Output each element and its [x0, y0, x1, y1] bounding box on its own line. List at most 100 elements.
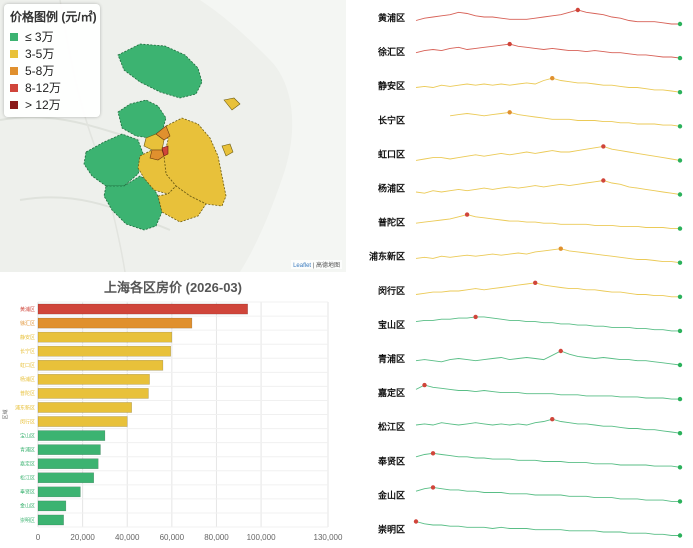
- y-tick-label: 奉贤区: [20, 489, 35, 496]
- bar: [37, 374, 150, 385]
- sparkline-peak-point: [533, 280, 538, 285]
- district-huangpu[interactable]: [161, 145, 169, 157]
- district-jingan[interactable]: [155, 125, 171, 141]
- district-price-map[interactable]: 价格图例 (元/㎡) ≤ 3万 3-5万 5-8万 8-12万 > 12万 Leafle…: [0, 0, 346, 272]
- legend-item: 5-8万: [10, 62, 94, 79]
- legend-item: ≤ 3万: [10, 28, 94, 45]
- sparklines-canvas: 黄浦区徐汇区静安区长宁区虹口区杨浦区普陀区浦东新区闵行区宝山区青浦区嘉定区松江区…: [369, 7, 683, 538]
- legend-swatch: [10, 49, 18, 58]
- district-island[interactable]: [221, 143, 234, 157]
- sparkline-label: 浦东新区: [369, 251, 405, 262]
- sparkline-end-point: [677, 328, 683, 334]
- sparkline-path: [415, 145, 681, 161]
- sparkline-end-point: [677, 260, 683, 265]
- sparkline-label: 黄浦区: [378, 12, 405, 23]
- sparkline-path: [415, 316, 680, 332]
- legend-label: 8-12万: [25, 81, 62, 95]
- sparkline-label: 普陀区: [378, 217, 405, 228]
- y-tick-label: 闵行区: [20, 418, 35, 425]
- sparkline-peak-point: [558, 246, 563, 251]
- sparkline-end-point: [677, 533, 683, 538]
- legend-items: ≤ 3万 3-5万 5-8万 8-12万 > 12万: [10, 28, 94, 113]
- legend-swatch: [10, 66, 18, 75]
- district-qingpu[interactable]: [83, 133, 145, 187]
- sparkline-end-point: [677, 362, 683, 368]
- bar: [37, 472, 95, 484]
- sparkline-path: [415, 486, 680, 502]
- bar: [37, 514, 64, 526]
- district-chongming[interactable]: [117, 43, 203, 99]
- sparkline-path: [415, 418, 681, 434]
- map-attribution: Leaflet | 高德地图: [291, 260, 342, 269]
- sparkline-peak-point: [430, 485, 436, 490]
- sparkline-peak-point: [413, 519, 419, 524]
- sparkline-label: 嘉定区: [377, 387, 405, 398]
- sparkline-end-point: [677, 21, 683, 27]
- sparkline-label: 长宁区: [378, 114, 405, 125]
- bar-chart-canvas: 上海各区房价 (2026-03) 区域 0 20,000 40,000 60,000 80,…: [2, 280, 343, 542]
- sparkline-end-point: [677, 158, 683, 163]
- sparkline-label: 徐汇区: [377, 46, 405, 57]
- sparkline-peak-point: [422, 382, 427, 388]
- sparkline-peak-point: [575, 7, 581, 13]
- legend-swatch: [10, 100, 18, 109]
- bar: [37, 402, 132, 413]
- map-legend: 价格图例 (元/㎡) ≤ 3万 3-5万 5-8万 8-12万 > 12万: [4, 4, 100, 117]
- district-fengxian[interactable]: [157, 185, 207, 223]
- bar: [37, 388, 149, 399]
- sparkline-end-point: [677, 499, 683, 504]
- sparkline-path: [450, 111, 681, 127]
- sparkline-peak-point: [601, 178, 606, 183]
- sparkline-label: 宝山区: [378, 319, 405, 330]
- sparkline-end-point: [677, 396, 683, 402]
- sparkline-peak-point: [550, 417, 555, 422]
- x-tick-label: 100,000: [247, 533, 276, 542]
- district-xuhui[interactable]: [149, 149, 165, 161]
- legend-title: 价格图例 (元/㎡): [10, 10, 97, 24]
- district-jiading[interactable]: [117, 99, 167, 139]
- sparkline-path: [415, 9, 680, 25]
- sparkline-label: 静安区: [378, 80, 405, 91]
- sparkline-end-point: [677, 226, 683, 231]
- bar: [37, 458, 99, 470]
- legend-swatch: [10, 83, 18, 92]
- district-songjiang[interactable]: [103, 175, 163, 231]
- map-canvas[interactable]: [0, 0, 346, 272]
- sparkline-label: 松江区: [378, 421, 405, 432]
- attribution-brand-link[interactable]: Leaflet: [293, 263, 312, 269]
- bar: [37, 486, 81, 498]
- sparkline-path: [415, 214, 680, 230]
- x-tick-label: 40,000: [115, 533, 140, 542]
- sparkline-path: [415, 43, 681, 59]
- sparkline-peak-point: [430, 451, 436, 456]
- bar: [37, 359, 164, 371]
- sparkline-peak-point: [507, 41, 512, 47]
- sparkline-peak-point: [601, 144, 606, 149]
- legend-swatch: [10, 32, 18, 41]
- sparkline-path: [415, 282, 680, 298]
- sparkline-end-point: [677, 294, 683, 299]
- x-tick-label: 60,000: [160, 533, 185, 542]
- district-island[interactable]: [223, 97, 241, 111]
- y-tick-label: 浦东新区: [15, 404, 35, 411]
- y-tick-label: 虹口区: [20, 362, 35, 369]
- sparkline-peak-point: [473, 314, 478, 320]
- y-tick-label: 静安区: [20, 334, 35, 341]
- sparkline-label: 杨浦区: [378, 183, 405, 194]
- legend-label: ≤ 3万: [25, 30, 54, 44]
- y-tick-label: 黄浦区: [20, 306, 35, 313]
- sparkline-path: [415, 384, 680, 400]
- sparkline-path: [415, 452, 681, 468]
- x-tick-label: 80,000: [204, 533, 229, 542]
- y-tick-label: 长宁区: [20, 348, 35, 355]
- sparkline-path: [415, 180, 681, 195]
- sparkline-label: 奉贤区: [377, 455, 405, 466]
- sparkline-path: [415, 350, 681, 366]
- y-tick-label: 普陀区: [20, 390, 35, 397]
- district-trend-sparklines: 黄浦区 徐汇区 静安区 长宁区 虹口区 杨浦区 普陀区 浦东新区 闵行区 宝山区 青浦区 嘉定区 松江区…: [346, 0, 693, 548]
- sparkline-end-point: [677, 192, 683, 197]
- legend-item: 8-12万: [10, 79, 94, 96]
- y-tick-label: 嘉定区: [20, 461, 35, 468]
- district-minhang[interactable]: [137, 149, 177, 195]
- bar: [37, 345, 171, 357]
